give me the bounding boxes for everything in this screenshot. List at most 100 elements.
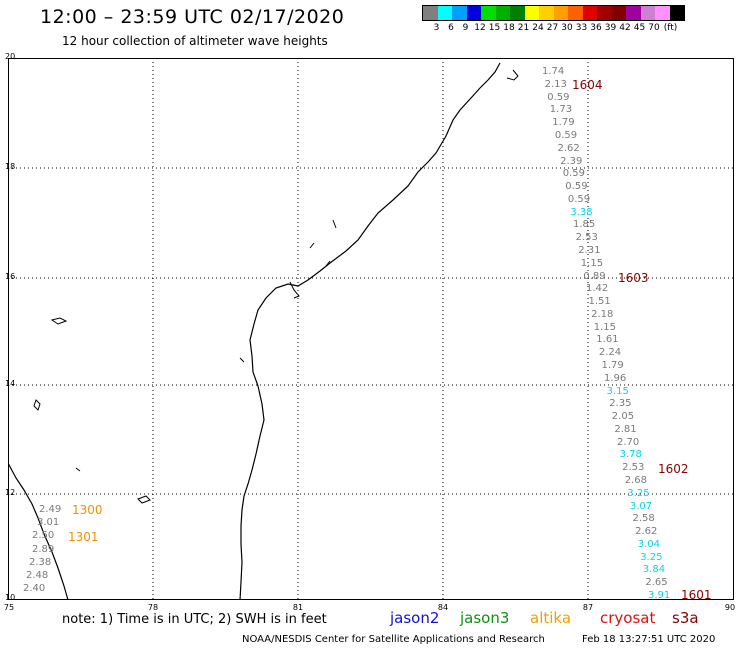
track-time-1603: 1603 bbox=[618, 271, 649, 285]
lon-label-90: 90 bbox=[724, 603, 736, 612]
track-time-1601: 1601 bbox=[681, 588, 712, 602]
wave-height-value: 2.81 bbox=[614, 423, 637, 435]
color-scale-label: 6 bbox=[448, 23, 454, 33]
wave-height-value: 3.01 bbox=[37, 517, 60, 529]
coastline-west bbox=[8, 462, 69, 600]
wave-height-value: 3.04 bbox=[637, 538, 660, 550]
color-swatch bbox=[539, 6, 554, 20]
color-scale-label: 42 bbox=[619, 23, 631, 33]
map-frame bbox=[8, 58, 734, 600]
wave-height-value: 2.58 bbox=[632, 513, 655, 525]
wave-height-value: 2.38 bbox=[29, 556, 52, 568]
wave-height-value: 1.74 bbox=[542, 66, 565, 77]
satellite-s3a: s3a bbox=[672, 609, 699, 627]
wave-height-value: 3.38 bbox=[570, 206, 593, 218]
color-scale-label: 33 bbox=[575, 23, 588, 33]
color-scale-label: 15 bbox=[488, 23, 501, 33]
color-swatch bbox=[568, 6, 583, 20]
track-time-1604: 1604 bbox=[572, 78, 603, 92]
color-swatch bbox=[611, 6, 626, 20]
credit-line: NOAA/NESDIS Center for Satellite Applica… bbox=[242, 634, 545, 645]
color-swatch bbox=[655, 6, 670, 20]
lat-label-14: 14 bbox=[5, 379, 16, 388]
color-swatch bbox=[452, 6, 467, 20]
island-1 bbox=[50, 317, 68, 325]
wave-height-value: 2.49 bbox=[39, 504, 62, 515]
wave-height-value: 3.25 bbox=[627, 487, 650, 499]
lat-label-12: 12 bbox=[5, 488, 16, 497]
color-scale-bar bbox=[422, 5, 685, 21]
island-4 bbox=[332, 219, 337, 229]
wave-height-value: 2.35 bbox=[609, 398, 632, 410]
color-swatch bbox=[524, 6, 539, 20]
track-time-1301: 1301 bbox=[68, 530, 99, 544]
color-swatch bbox=[582, 6, 597, 20]
wave-height-value: 1.15 bbox=[580, 257, 604, 269]
map-canvas bbox=[8, 58, 734, 600]
color-swatch bbox=[669, 6, 684, 20]
wave-height-value: 1.51 bbox=[588, 296, 611, 307]
lat-label-10: 10 bbox=[5, 593, 16, 602]
lat-label-20: 20 bbox=[5, 52, 16, 61]
color-scale-label: 30 bbox=[561, 23, 573, 33]
color-scale-label: 39 bbox=[604, 23, 617, 33]
lon-label-78: 78 bbox=[147, 603, 159, 612]
wave-height-value: 1.15 bbox=[593, 321, 616, 333]
satellite-cryosat: cryosat bbox=[600, 609, 656, 627]
wave-height-value: 2.65 bbox=[645, 577, 668, 589]
wave-height-value: 2.62 bbox=[557, 142, 580, 154]
coastline-east bbox=[239, 62, 501, 600]
wave-height-value: 2.68 bbox=[624, 475, 647, 486]
wave-height-value: 1.96 bbox=[604, 372, 627, 384]
wave-height-value: 2.31 bbox=[578, 244, 601, 256]
wave-height-value: 2.53 bbox=[622, 462, 645, 474]
color-scale-label: 18 bbox=[503, 23, 515, 33]
satellite-jason2: jason2 bbox=[390, 609, 440, 627]
wave-height-map: 1.74 2.13 0.59 1.73 1.79 0.59 2.62 2.39 0.59 0.59… bbox=[8, 58, 734, 602]
map-subtitle: 12 hour collection of altimeter wave hei… bbox=[62, 34, 328, 48]
wave-height-value: 2.62 bbox=[635, 526, 658, 538]
island-3 bbox=[137, 495, 151, 504]
color-swatch bbox=[553, 6, 568, 20]
wave-height-value: 2.39 bbox=[560, 155, 583, 167]
color-swatch bbox=[423, 6, 438, 20]
wave-height-value: 3.07 bbox=[629, 500, 653, 512]
color-scale-label: 36 bbox=[590, 23, 602, 33]
wave-height-value: 0.59 bbox=[562, 168, 585, 180]
wave-height-value: 0.59 bbox=[554, 129, 578, 141]
color-scale-label: 24 bbox=[532, 23, 544, 33]
island-6 bbox=[75, 467, 81, 472]
wave-height-value: 2.89 bbox=[32, 543, 55, 555]
wave-height-value: 0.59 bbox=[567, 193, 591, 205]
color-scale-legend: 3 6 9 12 15 18 21 24 27 30 33 36 39 42 45 70 (ft) bbox=[422, 5, 685, 33]
wave-height-value: 2.24 bbox=[598, 347, 622, 359]
color-scale-label: (ft) bbox=[663, 23, 678, 33]
island-5 bbox=[239, 357, 245, 363]
color-swatch bbox=[437, 6, 452, 20]
lon-label-75: 75 bbox=[3, 603, 15, 612]
wave-height-value: 3.84 bbox=[642, 564, 666, 576]
footer-note: note: 1) Time is in UTC; 2) SWH is in fe… bbox=[62, 612, 327, 627]
wave-height-value: 3.15 bbox=[606, 385, 629, 397]
wave-height-value: 2.53 bbox=[575, 232, 598, 244]
wave-height-value: 1.85 bbox=[573, 219, 596, 231]
lat-label-18: 18 bbox=[5, 162, 16, 171]
lat-label-16: 16 bbox=[5, 272, 16, 281]
color-swatch bbox=[626, 6, 641, 20]
color-scale-label: 27 bbox=[546, 23, 559, 33]
wave-height-value: 1.79 bbox=[552, 117, 575, 129]
wave-height-value: 1.61 bbox=[596, 334, 619, 346]
wave-height-value: 1.73 bbox=[549, 104, 573, 116]
color-swatch bbox=[597, 6, 612, 20]
lon-label-84: 84 bbox=[437, 603, 449, 612]
color-swatch bbox=[481, 6, 496, 20]
wave-height-value: 2.70 bbox=[617, 436, 640, 448]
wave-height-value: 2.40 bbox=[23, 583, 46, 595]
wave-height-value: 2.05 bbox=[611, 411, 635, 423]
lon-label-81: 81 bbox=[292, 603, 304, 612]
map-title: 12:00 – 23:59 UTC 02/17/2020 bbox=[40, 6, 345, 28]
color-scale-label: 3 bbox=[433, 23, 440, 33]
island-2 bbox=[33, 399, 41, 411]
color-swatch bbox=[510, 6, 525, 20]
wave-height-value: 0.59 bbox=[547, 91, 570, 103]
